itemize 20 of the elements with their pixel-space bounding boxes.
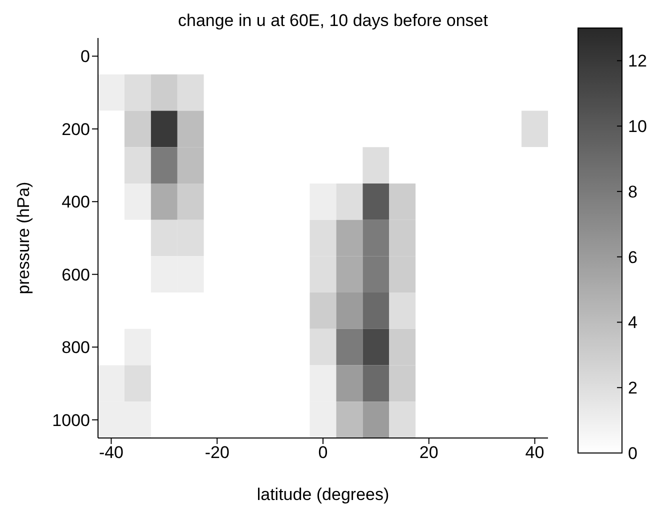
y-axis-title: pressure (hPa) <box>14 182 34 294</box>
y-tick-label: 800 <box>62 338 90 358</box>
x-tick-label: 20 <box>419 443 438 462</box>
y-tick-label: 0 <box>80 47 90 66</box>
color-bar-label: 4 <box>628 313 638 332</box>
x-tick-label: 40 <box>525 443 544 462</box>
x-axis-title: latitude (degrees) <box>256 485 390 504</box>
chart-title: change in u at 60E, 10 days before onset <box>178 11 488 30</box>
color-bar-label: 8 <box>628 182 638 202</box>
color-bar-label: 6 <box>628 248 638 267</box>
color-bar-label: 2 <box>628 378 638 398</box>
x-tick-label: -40 <box>98 443 124 462</box>
y-tick-label: 1000 <box>52 410 90 430</box>
y-tick-label: 400 <box>62 192 90 212</box>
y-tick-label: 200 <box>62 120 90 139</box>
x-tick-label: 0 <box>318 443 328 462</box>
y-tick-label: 600 <box>62 265 90 284</box>
color-bar-label: 12 <box>628 52 647 71</box>
color-bar-label: 10 <box>628 117 647 136</box>
x-tick-label: -20 <box>204 443 230 462</box>
